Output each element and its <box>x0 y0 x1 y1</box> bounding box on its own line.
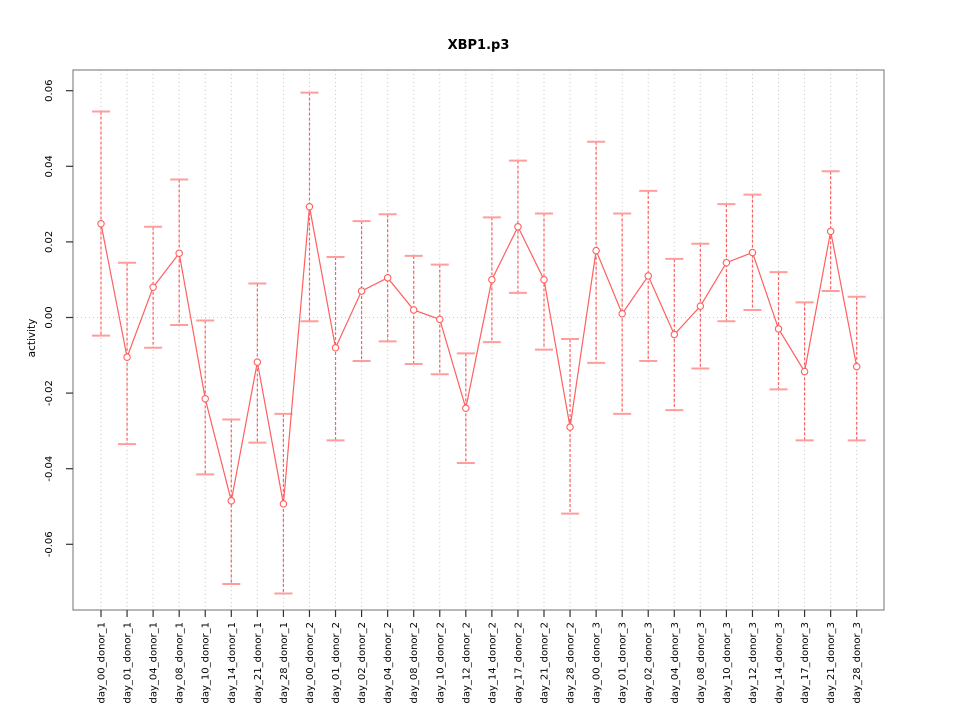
data-point-marker <box>826 227 835 236</box>
data-point-marker <box>227 497 236 505</box>
chart-title: XBP1.p3 <box>447 38 510 53</box>
x-tick-label: day_10_donor_1 <box>201 622 212 704</box>
x-tick-label: day_21_donor_1 <box>253 622 264 704</box>
data-point-marker <box>722 258 731 267</box>
x-tick-label: day_04_donor_1 <box>149 622 160 704</box>
data-point-marker <box>253 358 262 366</box>
data-point-marker <box>696 302 705 310</box>
x-tick-label: day_08_donor_1 <box>175 622 186 704</box>
x-tick-label: day_21_donor_3 <box>826 622 837 704</box>
data-point-marker <box>279 500 288 508</box>
x-tick-label: day_00_donor_1 <box>97 622 108 704</box>
data-point-marker <box>331 343 340 352</box>
x-tick-label: day_28_donor_1 <box>279 622 290 704</box>
data-point-marker <box>514 223 522 231</box>
data-point-marker <box>488 275 496 284</box>
x-tick-label: day_01_donor_2 <box>331 622 342 704</box>
data-point-marker <box>383 274 392 282</box>
data-point-marker <box>149 283 157 292</box>
data-point-marker <box>800 367 809 376</box>
x-tick-label: day_01_donor_3 <box>618 622 629 704</box>
data-point-marker <box>436 315 444 324</box>
x-tick-label: day_12_donor_2 <box>461 622 472 704</box>
x-tick-label: day_00_donor_3 <box>592 622 603 704</box>
data-point-marker <box>201 395 209 403</box>
y-tick-label: 0.06 <box>44 80 55 102</box>
y-tick-label: -0.06 <box>44 531 55 557</box>
data-point-marker <box>618 309 626 318</box>
x-tick-label: day_02_donor_3 <box>644 622 655 704</box>
x-tick-label: day_28_donor_3 <box>852 622 863 704</box>
data-point-marker <box>462 404 470 412</box>
x-tick-label: day_28_donor_2 <box>566 622 577 704</box>
x-tick-label: day_21_donor_2 <box>539 622 550 704</box>
x-tick-label: day_02_donor_2 <box>357 622 368 704</box>
data-point-marker <box>305 202 314 211</box>
x-tick-label: day_01_donor_1 <box>123 622 134 704</box>
data-point-marker <box>357 287 366 295</box>
y-tick-label: 0.00 <box>44 306 55 328</box>
x-tick-label: day_17_donor_2 <box>513 622 524 704</box>
x-tick-label: day_14_donor_2 <box>487 622 498 704</box>
y-tick-label: -0.04 <box>44 456 55 482</box>
x-tick-label: day_10_donor_3 <box>722 622 733 704</box>
x-tick-label: day_17_donor_3 <box>800 622 811 704</box>
y-tick-label: -0.02 <box>44 380 55 406</box>
data-point-marker <box>175 249 183 257</box>
x-tick-label: day_04_donor_2 <box>383 622 394 704</box>
x-tick-label: day_10_donor_2 <box>435 622 446 704</box>
y-tick-label: 0.02 <box>44 231 55 253</box>
data-point-marker <box>748 248 757 257</box>
data-point-marker <box>852 362 861 371</box>
x-tick-label: day_08_donor_2 <box>409 622 420 704</box>
data-point-marker <box>644 272 652 280</box>
data-point-marker <box>670 330 679 339</box>
y-axis-title: activity <box>26 318 38 358</box>
data-point-marker <box>123 353 131 361</box>
x-tick-label: day_04_donor_3 <box>670 622 681 704</box>
x-tick-label: day_00_donor_2 <box>305 622 316 704</box>
data-point-marker <box>566 423 574 431</box>
x-tick-label: day_14_donor_1 <box>227 622 238 704</box>
data-point-marker <box>540 275 548 284</box>
data-point-marker <box>592 246 600 255</box>
data-point-marker <box>774 325 783 333</box>
plot-border <box>72 69 885 611</box>
x-tick-label: day_12_donor_3 <box>748 622 759 704</box>
x-tick-label: day_08_donor_3 <box>696 622 707 704</box>
data-point-marker <box>409 306 418 314</box>
x-tick-label: day_14_donor_3 <box>774 622 785 704</box>
y-tick-label: 0.04 <box>44 155 55 177</box>
series-line <box>100 206 858 504</box>
data-point-marker <box>97 220 105 228</box>
